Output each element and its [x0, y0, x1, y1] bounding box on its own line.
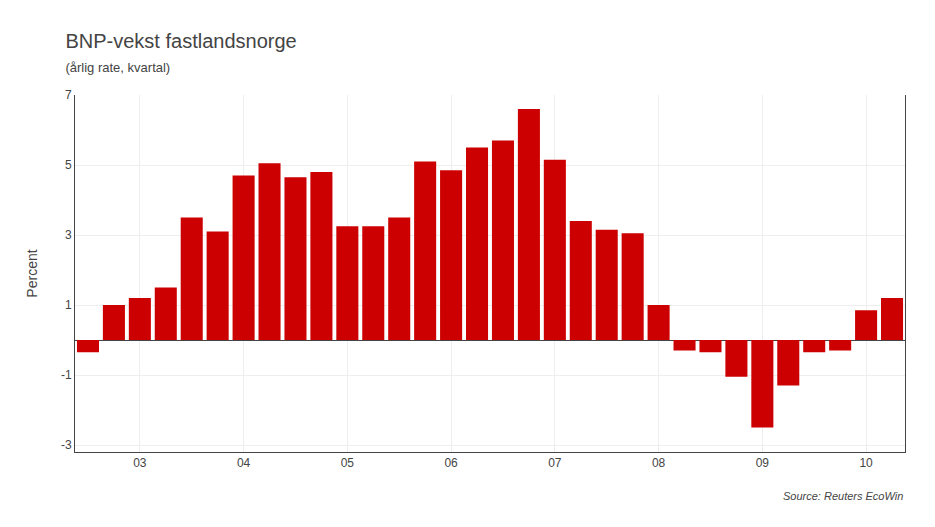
svg-text:07: 07	[548, 456, 562, 470]
svg-text:08: 08	[652, 456, 666, 470]
svg-text:10: 10	[859, 456, 873, 470]
svg-text:-3: -3	[61, 438, 72, 452]
svg-text:06: 06	[444, 456, 458, 470]
svg-text:04: 04	[237, 456, 251, 470]
svg-text:3: 3	[65, 228, 72, 242]
svg-text:05: 05	[341, 456, 355, 470]
svg-text:5: 5	[65, 158, 72, 172]
svg-text:7: 7	[65, 88, 72, 102]
svg-text:03: 03	[133, 456, 147, 470]
svg-text:Source: Reuters EcoWin: Source: Reuters EcoWin	[783, 490, 903, 502]
svg-text:BNP-vekst fastlandsnorge: BNP-vekst fastlandsnorge	[65, 30, 296, 52]
svg-text:Percent: Percent	[24, 249, 40, 297]
svg-text:-1: -1	[61, 368, 72, 382]
svg-text:(årlig rate, kvartal): (årlig rate, kvartal)	[65, 60, 170, 75]
svg-text:09: 09	[756, 456, 770, 470]
svg-text:1: 1	[65, 298, 72, 312]
